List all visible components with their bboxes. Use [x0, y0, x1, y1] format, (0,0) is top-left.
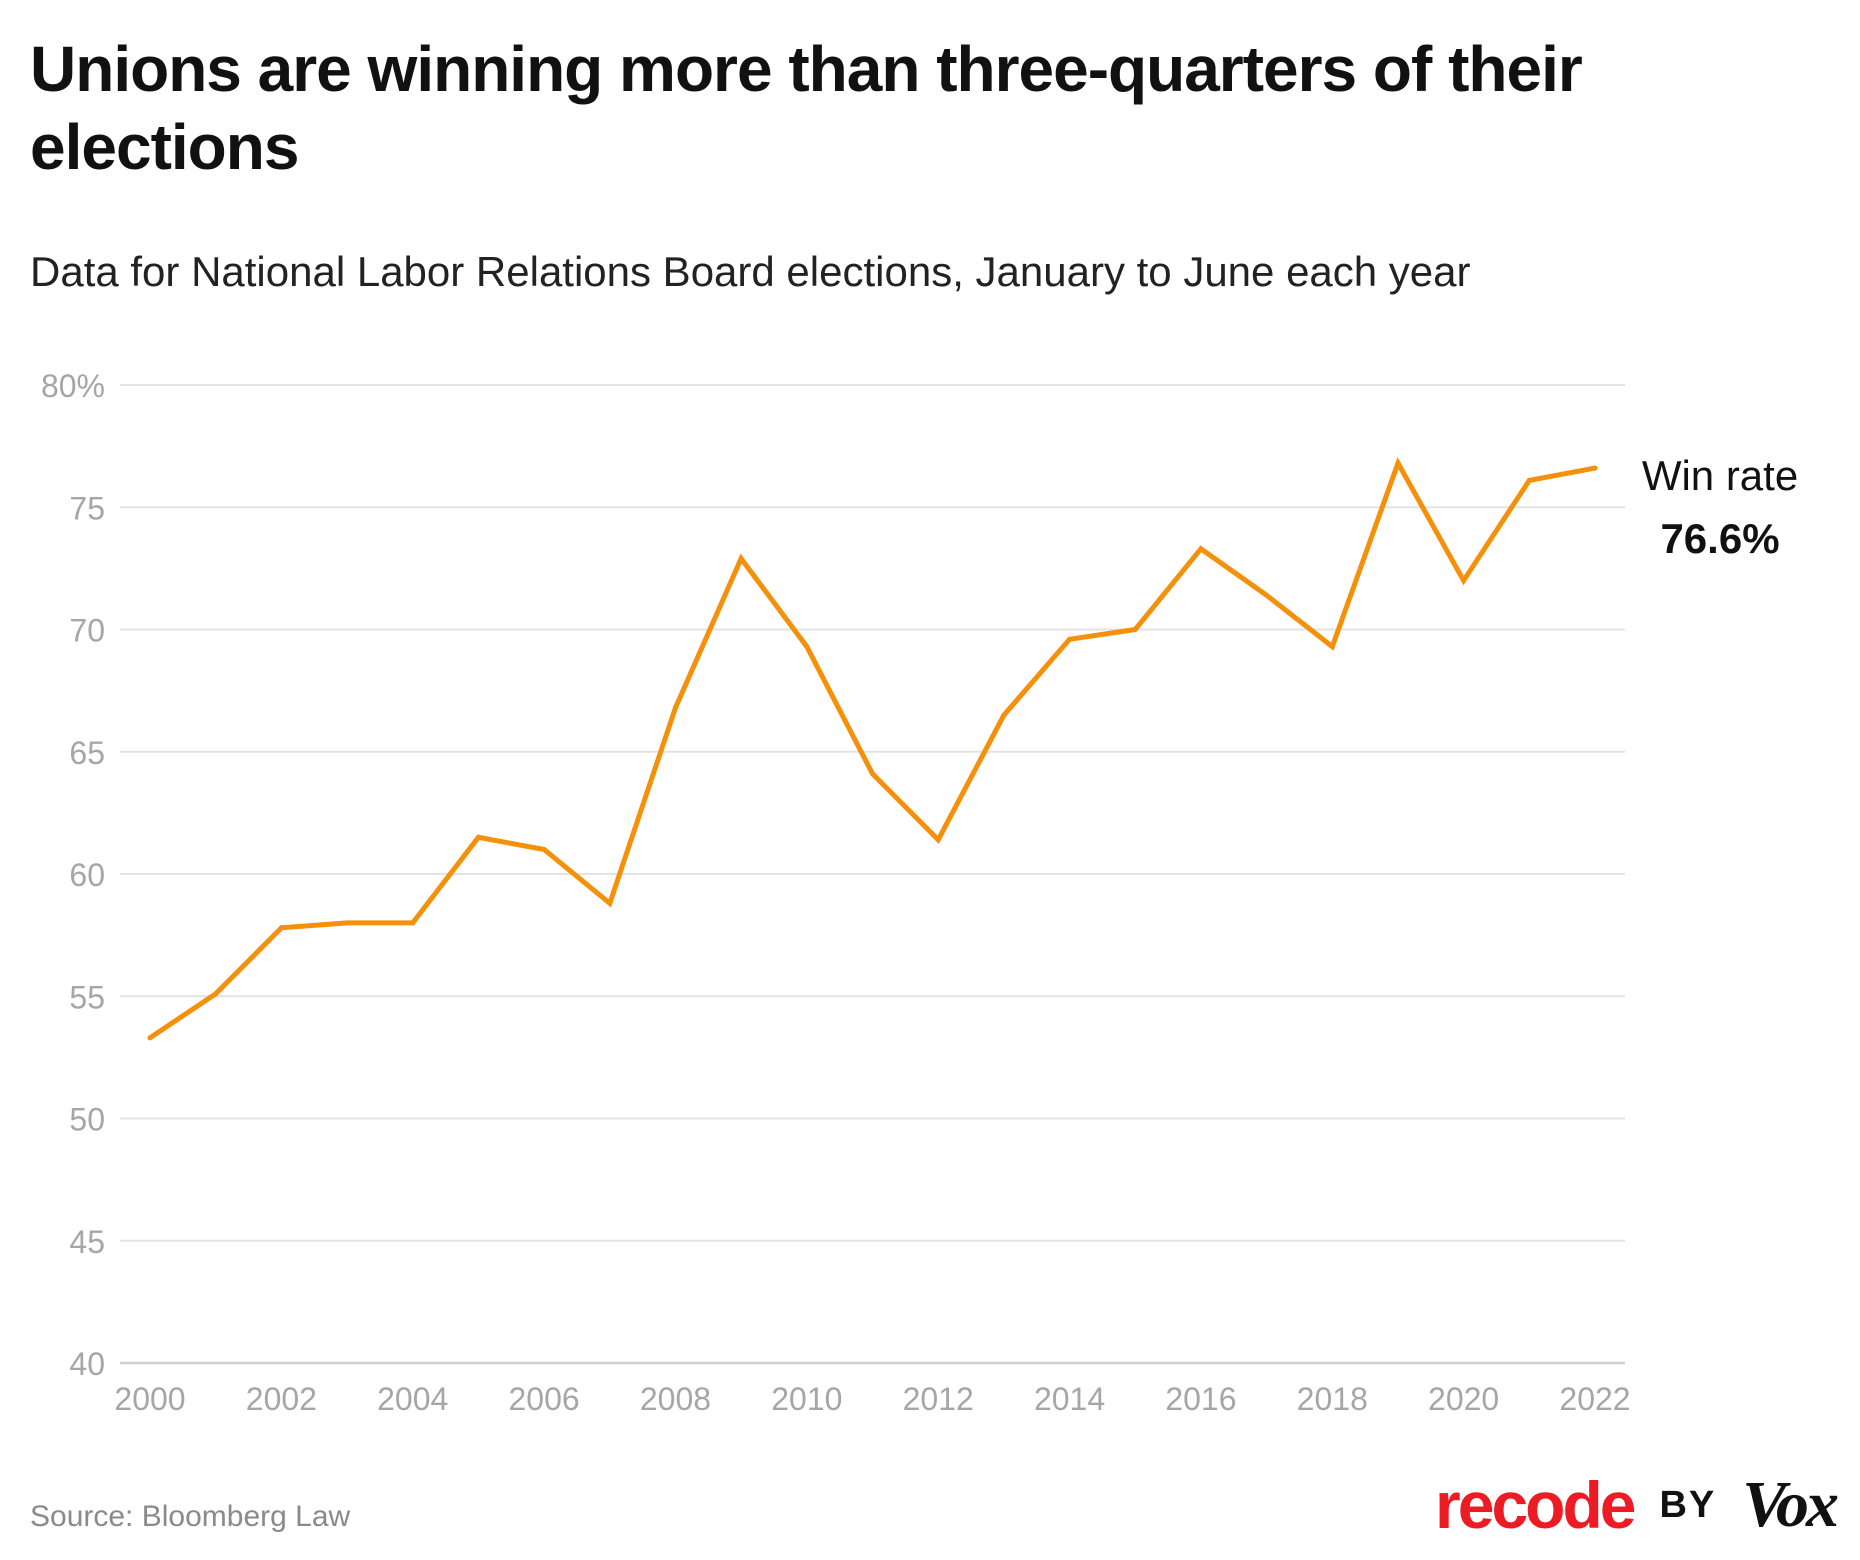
- x-tick-label-2016: 2016: [1165, 1381, 1236, 1417]
- y-tick-label-40: 40: [69, 1346, 105, 1382]
- y-tick-label-55: 55: [69, 979, 105, 1015]
- x-axis-ticks: 2000 2002 2004 2006 2008 2010 2012 2014 2016 2018…: [114, 1381, 1630, 1417]
- data-point-2002: [278, 925, 284, 931]
- chart-title: Unions are winning more than three-quart…: [30, 33, 1583, 183]
- vox-logo: Vox: [1742, 1468, 1839, 1541]
- series-line-win-rate: [147, 457, 1598, 1041]
- data-point-2012: [935, 837, 941, 843]
- y-tick-label-75: 75: [69, 490, 105, 526]
- x-tick-label-2018: 2018: [1297, 1381, 1368, 1417]
- x-tick-label-2020: 2020: [1428, 1381, 1499, 1417]
- x-tick-label-2008: 2008: [640, 1381, 711, 1417]
- data-point-2007: [607, 900, 613, 906]
- x-tick-label-2002: 2002: [246, 1381, 317, 1417]
- x-tick-label-2022: 2022: [1559, 1381, 1630, 1417]
- source-note: Source: Bloomberg Law: [30, 1500, 351, 1533]
- data-point-2020: [1461, 578, 1467, 584]
- y-tick-label-50: 50: [69, 1102, 105, 1138]
- x-tick-label-2000: 2000: [114, 1381, 185, 1417]
- data-point-2014: [1067, 636, 1073, 642]
- data-point-2021: [1526, 477, 1532, 483]
- x-tick-label-2010: 2010: [771, 1381, 842, 1417]
- y-tick-label-70: 70: [69, 613, 105, 649]
- line-chart: 40 45 50 55 60 65 70 75 80% 2000 2002 2004 2006 2008…: [41, 368, 1798, 1417]
- data-point-2016: [1198, 546, 1204, 552]
- x-tick-label-2004: 2004: [377, 1381, 448, 1417]
- y-tick-label-80: 80%: [41, 368, 105, 404]
- data-point-2008: [672, 705, 678, 711]
- y-tick-label-65: 65: [69, 735, 105, 771]
- data-point-2004: [410, 920, 416, 926]
- y-tick-label-45: 45: [69, 1224, 105, 1260]
- data-point-2022: [1592, 465, 1598, 471]
- data-point-2019: [1395, 460, 1401, 466]
- brand-logo: recode BY Vox: [1435, 1468, 1839, 1542]
- y-axis-ticks: 40 45 50 55 60 65 70 75 80%: [41, 368, 105, 1382]
- data-point-2017: [1264, 592, 1270, 598]
- data-point-2001: [213, 991, 219, 997]
- data-point-2015: [1132, 627, 1138, 632]
- data-point-2010: [804, 644, 810, 650]
- chart-subtitle: Data for National Labor Relations Board …: [30, 248, 1471, 295]
- data-point-2011: [870, 771, 875, 777]
- data-point-2005: [475, 834, 481, 840]
- x-tick-label-2014: 2014: [1034, 1381, 1105, 1417]
- brand-by-text: BY: [1659, 1483, 1717, 1526]
- x-tick-label-2012: 2012: [903, 1381, 974, 1417]
- data-point-2009: [738, 556, 744, 562]
- data-point-2013: [1001, 712, 1007, 718]
- data-point-2018: [1329, 644, 1335, 650]
- data-point-2003: [344, 920, 350, 926]
- last-value-label: 76.6%: [1660, 515, 1779, 562]
- series-layer: [147, 457, 1598, 1041]
- gridlines: [120, 384, 1625, 1365]
- recode-logo: recode: [1435, 1468, 1636, 1542]
- y-tick-label-60: 60: [69, 857, 105, 893]
- x-tick-label-2006: 2006: [508, 1381, 579, 1417]
- series-label-win-rate: Win rate: [1642, 452, 1798, 499]
- data-point-2006: [541, 847, 547, 853]
- data-point-2000: [147, 1035, 153, 1041]
